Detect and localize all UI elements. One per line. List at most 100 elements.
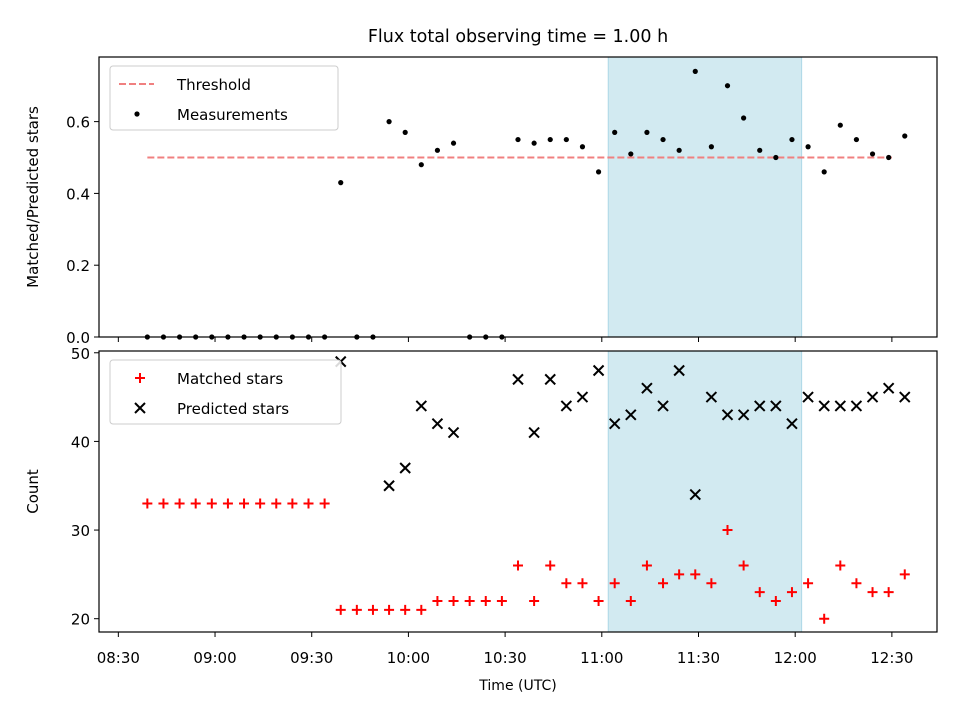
measurement-point: [741, 115, 747, 121]
matched-star-point: [351, 604, 362, 615]
predicted-star-point: [431, 417, 444, 430]
measurement-point: [547, 136, 553, 143]
matched-star-point: [722, 525, 733, 536]
measurement-point: [402, 129, 408, 135]
legend-matched-swatch: [135, 373, 145, 383]
matched-star-point: [255, 498, 266, 509]
predicted-star-point: [673, 364, 685, 377]
bottom-panel: 20 30 40 50 08:30 09:00 09:30 10:00 10:30 11:00 11…: [24, 345, 938, 667]
matched-star-point: [448, 595, 459, 606]
matched-star-point: [658, 578, 669, 589]
predicted-star-point: [737, 409, 750, 421]
measurement-point: [338, 180, 344, 186]
predicted-star-point: [641, 382, 653, 394]
matched-star-point: [529, 595, 540, 606]
predicted-star-point: [608, 417, 621, 430]
matched-star-point: [271, 498, 282, 509]
predicted-star-point: [770, 400, 782, 412]
predicted-star-point: [899, 391, 911, 403]
measurement-point: [821, 169, 827, 175]
matched-star-point: [803, 578, 814, 589]
measurement-point: [757, 147, 763, 153]
measurement-point: [563, 136, 569, 143]
axes-frame: [98, 350, 938, 633]
predicted-star-point: [866, 391, 879, 403]
predicted-star-point: [576, 391, 589, 403]
matched-star-point: [174, 498, 185, 509]
measurement-point: [579, 144, 586, 150]
y-tick-label: 0.4: [66, 185, 90, 203]
measurement-point: [418, 162, 424, 168]
y-tick-label: 30: [71, 522, 90, 540]
legend-label: Threshold: [176, 76, 251, 94]
predicted-star-point: [512, 373, 524, 386]
measurement-point: [531, 140, 537, 146]
matched-star-point: [577, 578, 588, 589]
measurement-point: [628, 151, 634, 157]
matched-star-point: [464, 595, 475, 606]
matched-star-point: [545, 560, 556, 571]
matched-star-point: [206, 498, 217, 509]
matched-star-point: [335, 604, 346, 615]
predicted-star-point: [754, 400, 766, 412]
legend-box: [109, 65, 339, 131]
x-tick-label: 12:30: [870, 649, 913, 667]
matched-star-point: [480, 595, 491, 606]
matched-star-point: [239, 498, 250, 509]
measurement-point: [773, 154, 779, 161]
matched-star-point: [641, 560, 652, 571]
matched-star-point: [561, 578, 572, 589]
matched-star-point: [496, 595, 507, 606]
matched-star-point: [319, 498, 330, 509]
predicted-star-point: [447, 426, 460, 439]
axes-frame: [98, 56, 938, 338]
predicted-star-point: [818, 400, 830, 412]
matched-star-point: [303, 498, 314, 509]
predicted-star-point: [560, 400, 573, 412]
measurement-point: [660, 136, 666, 143]
matched-star-point: [819, 613, 830, 624]
measurement-point: [612, 129, 618, 135]
matched-star-point: [754, 587, 765, 598]
y-tick-label: 0.6: [66, 114, 90, 132]
legend-label: Predicted stars: [177, 400, 289, 418]
measurement-point: [644, 129, 650, 135]
predicted-star-point: [528, 426, 540, 439]
matched-star-point: [851, 578, 862, 589]
measurement-point: [789, 136, 795, 143]
highlight-span: [607, 350, 803, 633]
matched-star-point: [738, 560, 749, 571]
matched-star-point: [142, 498, 153, 509]
measurement-point: [515, 136, 521, 143]
measurement-point: [692, 68, 698, 74]
y-tick-label: 40: [71, 433, 90, 451]
predicted-star-point: [850, 400, 863, 412]
matched-star-point: [835, 560, 846, 571]
x-tick-label: 11:30: [677, 649, 720, 667]
predicted-star-point: [786, 417, 798, 430]
predicted-star-point: [592, 364, 605, 377]
x-tick-label: 10:30: [483, 649, 526, 667]
matched-star-point: [287, 498, 298, 509]
measurement-point: [837, 122, 843, 128]
predicted-star-point: [721, 409, 734, 421]
measurement-point: [708, 144, 714, 150]
predicted-star-point: [689, 488, 701, 501]
measurement-point: [724, 83, 731, 89]
matched-star-point: [432, 595, 443, 606]
predicted-star-point: [544, 373, 556, 386]
y-tick-label: 0.0: [66, 329, 90, 347]
measurement-point: [434, 147, 441, 153]
matched-star-point: [770, 595, 781, 606]
predicted-star-point: [705, 391, 718, 403]
matched-star-point: [190, 498, 201, 509]
matched-star-point: [384, 604, 395, 615]
y-axis-label: Count: [24, 469, 42, 514]
x-tick-label: 09:30: [290, 649, 333, 667]
y-tick-label: 20: [71, 611, 90, 629]
matched-star-point: [367, 604, 378, 615]
x-tick-label: 11:00: [580, 649, 623, 667]
legend-measurement-swatch: [134, 111, 140, 117]
measurement-point: [902, 133, 908, 139]
matched-star-point: [593, 595, 604, 606]
